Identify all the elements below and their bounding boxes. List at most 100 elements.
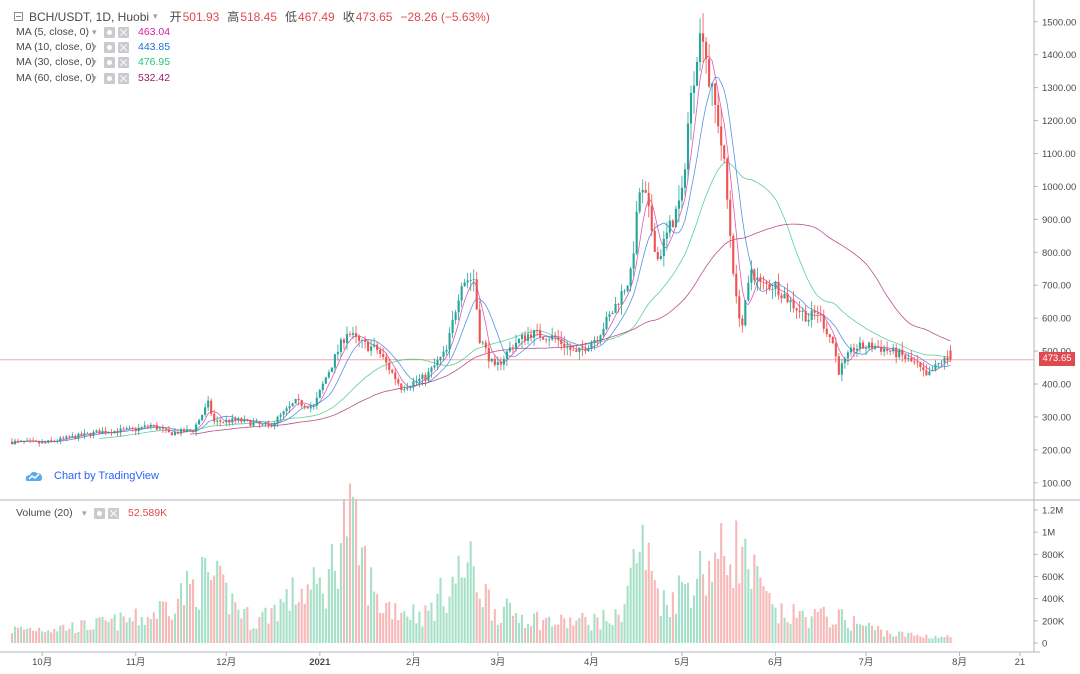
volume-bar[interactable] <box>267 623 270 643</box>
volume-bar[interactable] <box>466 562 469 643</box>
candle-body[interactable] <box>551 335 554 340</box>
candle-body[interactable] <box>919 363 922 368</box>
candle-body[interactable] <box>849 347 852 353</box>
volume-bar[interactable] <box>234 602 237 643</box>
candle-body[interactable] <box>216 420 219 422</box>
candle-body[interactable] <box>19 440 23 442</box>
volume-bar[interactable] <box>412 604 415 643</box>
candle-body[interactable] <box>83 432 86 436</box>
candle-body[interactable] <box>294 399 297 404</box>
candle-body[interactable] <box>74 435 77 439</box>
volume-bar[interactable] <box>56 631 59 643</box>
volume-bar[interactable] <box>119 612 122 643</box>
candle-body[interactable] <box>668 220 671 233</box>
volume-bar[interactable] <box>481 607 484 643</box>
candle-body[interactable] <box>472 279 475 281</box>
volume-bar[interactable] <box>89 629 92 643</box>
volume-bar[interactable] <box>692 595 696 643</box>
candle-body[interactable] <box>548 339 551 341</box>
volume-bar[interactable] <box>376 594 379 643</box>
candle-body[interactable] <box>831 337 834 344</box>
volume-bar[interactable] <box>59 625 62 643</box>
volume-bar[interactable] <box>134 608 137 643</box>
volume-bar[interactable] <box>273 604 276 643</box>
candle-body[interactable] <box>711 83 714 87</box>
candle-body[interactable] <box>370 346 373 351</box>
candle-body[interactable] <box>397 379 400 384</box>
candle-body[interactable] <box>750 269 753 283</box>
candle-body[interactable] <box>626 285 629 291</box>
candle-body[interactable] <box>611 312 614 315</box>
candle-body[interactable] <box>898 349 901 358</box>
volume-bar[interactable] <box>318 577 321 643</box>
candle-body[interactable] <box>659 256 662 260</box>
candle-body[interactable] <box>255 421 258 423</box>
candle-body[interactable] <box>240 418 243 422</box>
candle-body[interactable] <box>146 425 149 427</box>
volume-bar[interactable] <box>747 569 750 643</box>
candle-body[interactable] <box>798 310 801 312</box>
volume-bar[interactable] <box>617 614 620 643</box>
candle-body[interactable] <box>502 358 505 365</box>
volume-bar[interactable] <box>391 619 394 643</box>
chevron-down-icon[interactable]: ▾ <box>92 26 97 37</box>
candle-body[interactable] <box>364 340 367 342</box>
volume-bar[interactable] <box>741 546 744 643</box>
candle-body[interactable] <box>71 435 74 438</box>
volume-bar[interactable] <box>68 628 71 643</box>
close-icon[interactable] <box>118 72 129 84</box>
candle-body[interactable] <box>858 342 862 349</box>
volume-bar[interactable] <box>65 630 68 643</box>
candle-body[interactable] <box>65 436 68 439</box>
candle-body[interactable] <box>345 334 349 343</box>
volume-bar[interactable] <box>261 611 264 643</box>
volume-bar[interactable] <box>714 552 717 643</box>
volume-bar[interactable] <box>545 618 548 643</box>
candle-body[interactable] <box>843 358 846 364</box>
candle-body[interactable] <box>539 329 542 338</box>
volume-bar[interactable] <box>47 630 50 643</box>
candle-body[interactable] <box>243 419 246 422</box>
volume-bar[interactable] <box>931 638 934 643</box>
volume-bar[interactable] <box>659 615 662 643</box>
volume-bar[interactable] <box>892 636 895 643</box>
volume-bar[interactable] <box>146 617 149 643</box>
volume-bar[interactable] <box>433 620 436 643</box>
volume-bar[interactable] <box>572 625 575 643</box>
volume-bar[interactable] <box>683 584 687 643</box>
candle-body[interactable] <box>807 319 810 322</box>
candle-body[interactable] <box>451 319 454 334</box>
candle-body[interactable] <box>385 357 388 363</box>
candle-body[interactable] <box>789 299 792 303</box>
candle-body[interactable] <box>267 423 270 426</box>
candle-body[interactable] <box>874 346 877 349</box>
volume-bar[interactable] <box>409 620 412 643</box>
volume-bar[interactable] <box>74 632 77 643</box>
volume-bar[interactable] <box>569 617 572 643</box>
candle-body[interactable] <box>846 352 849 359</box>
volume-bar[interactable] <box>213 575 216 643</box>
volume-bar[interactable] <box>182 605 186 643</box>
candle-body[interactable] <box>312 405 315 407</box>
candle-body[interactable] <box>590 342 593 349</box>
volume-bar[interactable] <box>185 570 189 643</box>
candle-body[interactable] <box>792 299 795 309</box>
volume-bar[interactable] <box>475 592 478 643</box>
volume-bar[interactable] <box>158 601 161 643</box>
volume-bar[interactable] <box>620 621 623 643</box>
volume-bar[interactable] <box>744 538 747 643</box>
candle-body[interactable] <box>934 364 937 371</box>
candle-body[interactable] <box>13 440 17 444</box>
volume-bar[interactable] <box>264 607 267 643</box>
volume-bar[interactable] <box>445 612 448 643</box>
volume-bar[interactable] <box>795 617 798 643</box>
candle-body[interactable] <box>910 357 913 362</box>
volume-bar[interactable] <box>252 628 255 643</box>
candle-body[interactable] <box>617 303 620 305</box>
candle-body[interactable] <box>913 361 916 363</box>
candle-body[interactable] <box>318 390 321 398</box>
volume-bar[interactable] <box>511 615 515 643</box>
candle-body[interactable] <box>279 414 282 417</box>
candle-body[interactable] <box>26 440 29 442</box>
volume-bar[interactable] <box>880 629 883 643</box>
